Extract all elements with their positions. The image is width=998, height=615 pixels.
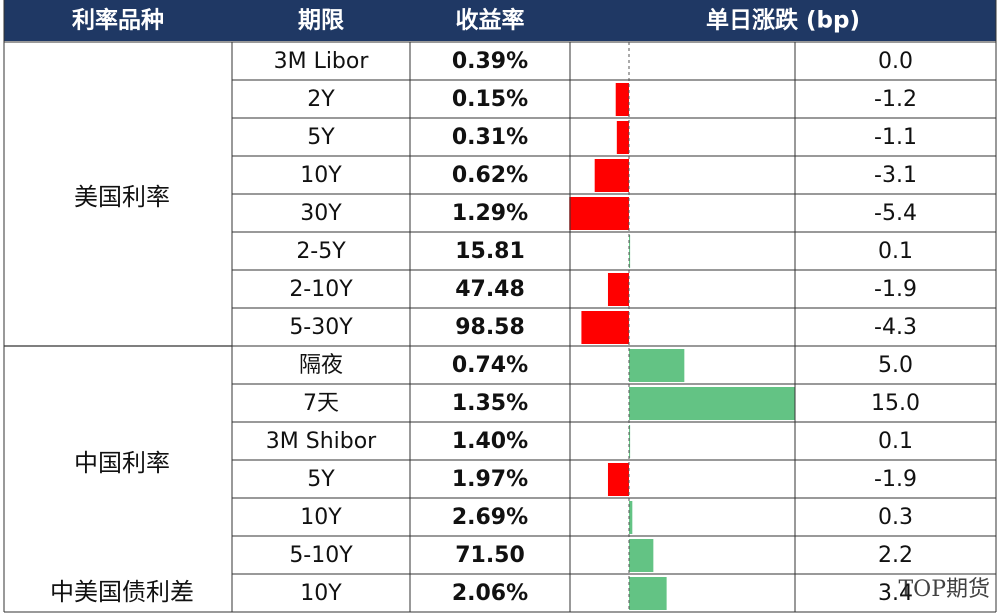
yield-cell: 0.39% [452,49,528,74]
change-cell: 5.0 [878,353,913,378]
term-cell: 3M Shibor [266,429,377,454]
yield-cell: 0.62% [452,163,528,188]
change-cell: 15.0 [871,391,920,416]
change-cell: 3.4 [878,581,913,606]
change-cell: -1.1 [874,125,917,150]
change-bar [581,311,629,344]
term-cell: 7天 [303,391,339,416]
change-cell: -3.1 [874,163,917,188]
yield-cell: 71.50 [455,543,525,568]
term-cell: 5-10Y [289,543,353,568]
change-cell: -1.2 [874,87,917,112]
change-cell: 2.2 [878,543,913,568]
change-cell: 0.0 [878,49,913,74]
watermark: TOP期货 [898,577,990,602]
header-bar [4,0,996,41]
yield-cell: 1.29% [452,201,528,226]
header-cell: 单日涨跌 (bp) [706,8,860,34]
term-cell: 2-5Y [296,239,346,264]
change-bar [629,425,631,458]
yield-cell: 0.31% [452,125,528,150]
term-cell: 10Y [300,505,342,530]
change-cell: -4.3 [874,315,917,340]
term-cell: 10Y [300,581,342,606]
term-cell: 2-10Y [289,277,353,302]
change-bar [629,387,795,420]
term-cell: 5-30Y [289,315,353,340]
change-cell: 0.1 [878,239,913,264]
change-bar [629,501,633,534]
change-cell: -5.4 [874,201,917,226]
header-cell: 利率品种 [72,7,164,34]
yield-cell: 47.48 [455,277,525,302]
yield-cell: 1.40% [452,429,528,454]
group-cell: 中美国债利差 [50,578,194,606]
change-cell: 0.1 [878,429,913,454]
term-cell: 2Y [307,87,335,112]
change-bar [629,577,667,610]
yield-cell: 2.69% [452,505,528,530]
change-bar [616,121,629,154]
header-cell: 期限 [298,8,344,34]
change-bar [607,273,629,306]
change-bar [629,349,685,382]
change-cell: -1.9 [874,277,917,302]
change-cell: 0.3 [878,505,913,530]
change-bar [615,83,629,116]
change-bar [607,463,629,496]
change-bar [569,197,629,230]
yield-cell: 2.06% [452,581,528,606]
change-bar [594,159,629,192]
group-cell: 中国利率 [74,449,170,477]
term-cell: 10Y [300,163,342,188]
term-cell: 30Y [300,201,342,226]
yield-cell: 0.74% [452,353,528,378]
header-cell: 收益率 [456,7,525,34]
term-cell: 隔夜 [299,353,343,378]
term-cell: 3M Libor [274,49,370,74]
change-bar [629,235,631,268]
yield-cell: 1.97% [452,467,528,492]
term-cell: 5Y [307,125,335,150]
yield-cell: 1.35% [452,391,528,416]
group-cell: 美国利率 [74,183,170,211]
term-cell: 5Y [307,467,335,492]
change-cell: -1.9 [874,467,917,492]
yield-cell: 98.58 [455,315,525,340]
yield-cell: 15.81 [455,239,525,264]
yield-cell: 0.15% [452,87,528,112]
change-bar [629,539,654,572]
